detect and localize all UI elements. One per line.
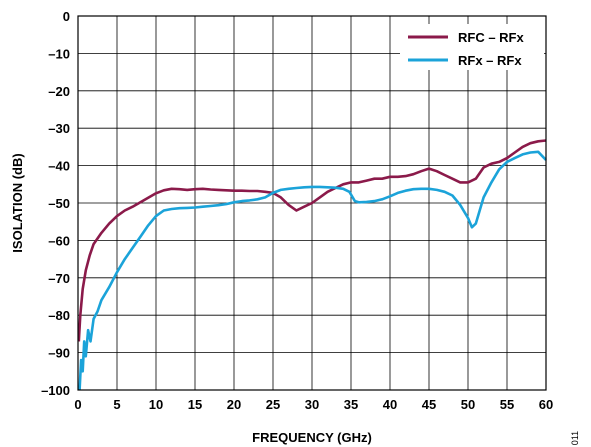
legend-background: [400, 24, 544, 70]
series-line-1: [77, 139, 547, 342]
legend-label: RFC – RFx: [458, 30, 525, 45]
x-tick-label: 35: [344, 397, 358, 412]
y-tick-label: –80: [48, 308, 70, 323]
x-tick-label: 0: [74, 397, 81, 412]
y-tick-label: –50: [48, 196, 70, 211]
y-tick-label: –60: [48, 233, 70, 248]
series-line-2: [78, 150, 547, 391]
x-tick-label: 5: [113, 397, 120, 412]
x-tick-label: 50: [461, 397, 475, 412]
y-tick-label: –20: [48, 84, 70, 99]
legend-label: RFx – RFx: [458, 53, 522, 68]
legend: RFC – RFx RFx – RFx: [400, 24, 544, 70]
series-lines: [77, 139, 547, 391]
y-tick-label: –30: [48, 121, 70, 136]
x-tick-label: 30: [305, 397, 319, 412]
x-tick-label: 60: [539, 397, 553, 412]
y-tick-label: –100: [41, 383, 70, 398]
y-tick-label: –10: [48, 46, 70, 61]
x-tick-label: 45: [422, 397, 436, 412]
y-tick-label: –70: [48, 271, 70, 286]
plot-frame: [77, 15, 547, 391]
x-tick-label: 55: [500, 397, 514, 412]
y-tick-label: –40: [48, 159, 70, 174]
x-tick-label: 40: [383, 397, 397, 412]
y-tick-labels: 0 –10 –20 –30 –40 –50 –60 –70 –80 –90 –100: [41, 9, 70, 398]
x-tick-label: 20: [227, 397, 241, 412]
x-tick-labels: 0 5 10 15 20 25 30 35 40 45 50 55 60: [74, 397, 553, 412]
y-axis-title: ISOLATION (dB): [10, 153, 25, 252]
y-tick-label: –90: [48, 346, 70, 361]
figure-id: 011: [570, 431, 580, 445]
x-tick-label: 25: [266, 397, 280, 412]
y-tick-label: 0: [63, 9, 70, 24]
x-tick-label: 10: [149, 397, 163, 412]
x-tick-label: 15: [188, 397, 202, 412]
x-axis-title: FREQUENCY (GHz): [252, 430, 372, 445]
